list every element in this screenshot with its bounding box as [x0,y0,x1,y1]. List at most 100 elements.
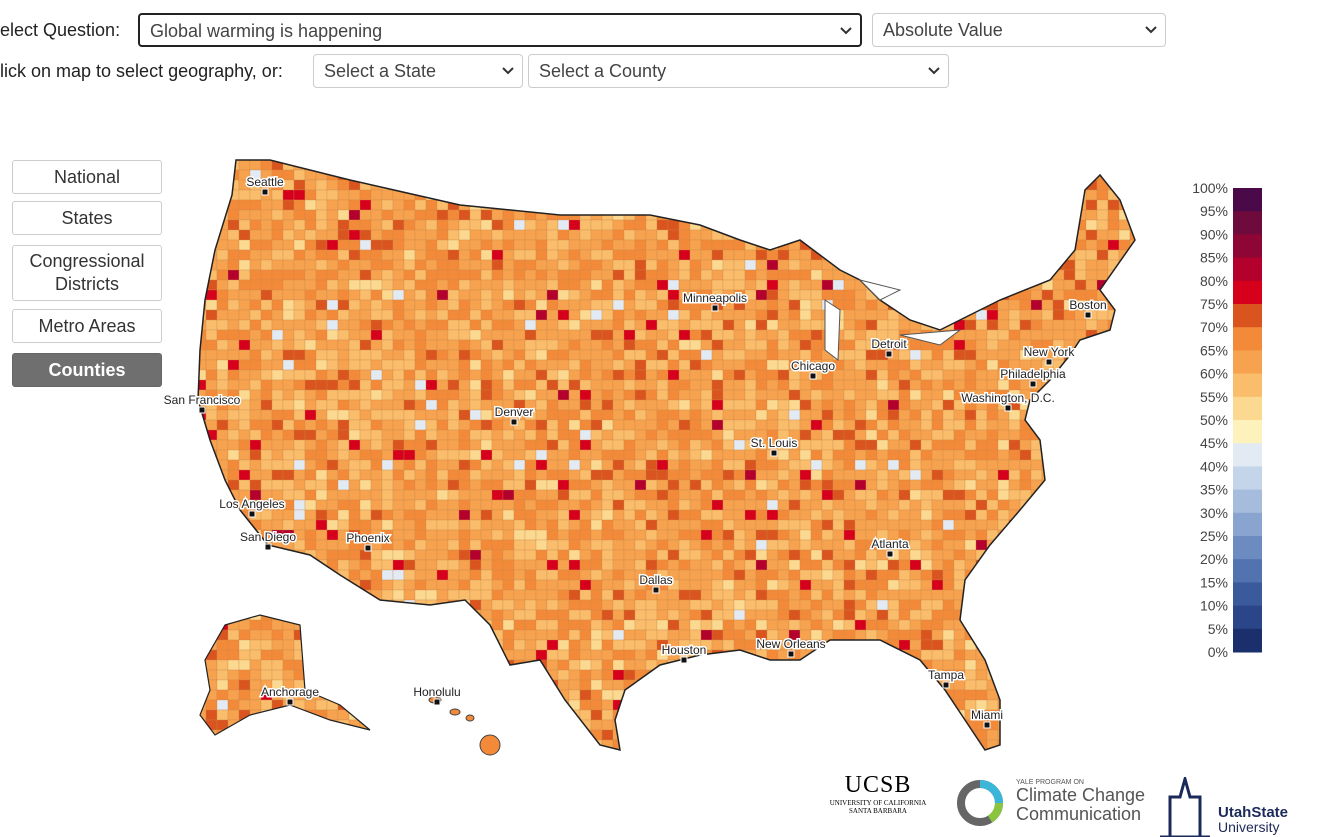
county [953,399,966,411]
county [238,169,251,181]
county [678,259,691,271]
county [898,709,911,721]
county [876,339,889,351]
county [997,419,1010,431]
county [1008,479,1021,491]
county [975,739,988,750]
county [843,569,856,581]
county [887,289,900,301]
geo-button[interactable]: National [12,160,162,194]
county [315,289,328,301]
county [645,279,658,291]
county [722,319,735,331]
county [238,299,251,311]
county [986,179,999,191]
county [293,339,306,351]
county-select[interactable]: Select a County [528,54,949,88]
county [425,179,438,191]
county [788,309,801,321]
county [535,389,548,401]
county [271,569,284,581]
county [249,229,262,241]
county [777,659,790,671]
county [198,519,207,531]
county [733,169,746,181]
county [260,359,273,371]
county [293,359,306,371]
county [766,469,779,481]
county [348,209,361,221]
county [744,219,757,231]
county [843,419,856,431]
county [403,729,416,741]
county [546,239,559,251]
county [535,549,548,561]
county [821,599,834,611]
county [909,239,922,251]
county [249,169,262,181]
county [755,429,768,441]
county [876,160,889,171]
county [876,539,889,551]
county [744,239,757,251]
county [425,449,438,461]
county [799,589,812,601]
county [612,589,625,601]
county [315,719,328,731]
county [986,249,999,261]
county [832,219,845,231]
county [546,299,559,311]
county [920,399,933,411]
county [942,449,955,461]
county [986,679,999,691]
county [205,459,218,471]
county [491,160,504,171]
county [942,619,955,631]
county [931,469,944,481]
county [524,329,537,341]
county [557,489,570,501]
county [205,399,218,411]
county [623,439,636,451]
county [1063,659,1076,671]
county [502,639,515,651]
county [898,549,911,561]
county [337,489,350,501]
county [491,189,504,201]
geo-button[interactable]: Metro Areas [12,309,162,343]
county [205,319,218,331]
county [535,239,548,251]
county [975,639,988,651]
measure-select[interactable]: Absolute Value [872,13,1166,47]
geo-button[interactable]: Counties [12,353,162,387]
county [799,559,812,571]
county [931,319,944,331]
county [986,609,999,621]
county [326,519,339,531]
county [227,709,240,721]
county [920,160,933,161]
county [249,369,262,381]
question-select[interactable]: Global warming is happening [138,13,862,47]
geo-button[interactable]: States [12,201,162,235]
county [458,179,471,191]
county [612,199,625,211]
county [986,569,999,581]
county [755,259,768,271]
county [678,719,691,731]
county [513,659,526,671]
county [612,319,625,331]
county [1041,449,1054,461]
geo-button[interactable]: Congressional Districts [12,245,162,301]
county [689,719,702,731]
county [799,569,812,581]
county [810,379,823,391]
county [887,160,900,171]
county [249,699,262,711]
county [502,209,515,221]
state-select[interactable]: Select a State [313,54,523,88]
county [931,489,944,501]
county [733,499,746,511]
county [392,160,405,161]
county [678,160,691,171]
